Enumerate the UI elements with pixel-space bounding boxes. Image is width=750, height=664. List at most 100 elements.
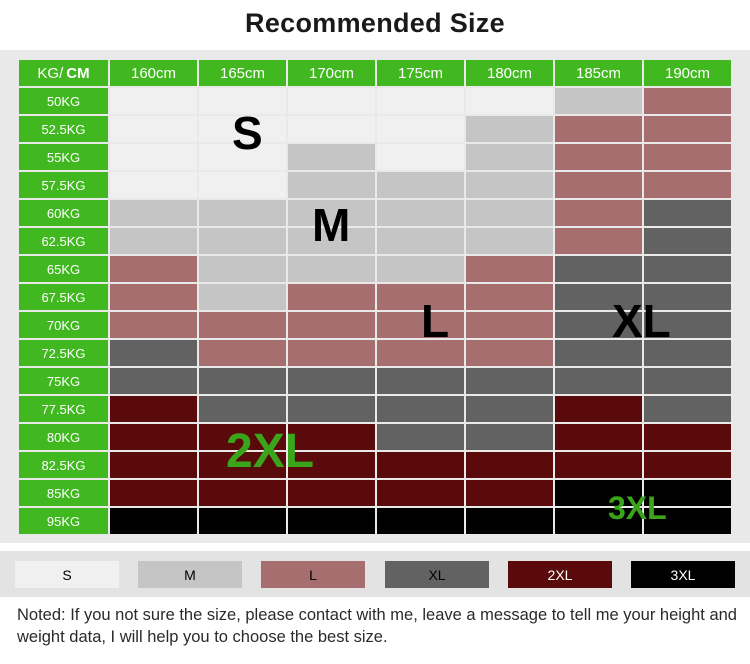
size-cell — [466, 144, 553, 170]
size-cell — [466, 480, 553, 506]
size-cell — [199, 424, 286, 450]
size-cell — [644, 340, 731, 366]
size-cell — [110, 508, 197, 534]
weight-label: 62.5KG — [19, 228, 108, 254]
size-cell — [199, 368, 286, 394]
corner-kg-label: KG — [37, 64, 60, 82]
weight-label: 67.5KG — [19, 284, 108, 310]
size-cell — [555, 144, 642, 170]
weight-label: 70KG — [19, 312, 108, 338]
size-cell — [466, 340, 553, 366]
size-cell — [555, 312, 642, 338]
size-cell — [466, 284, 553, 310]
size-cell — [555, 340, 642, 366]
size-cell — [644, 256, 731, 282]
size-legend: S M L XL 2XL 3XL — [0, 551, 750, 597]
size-cell — [288, 424, 375, 450]
size-cell — [199, 312, 286, 338]
size-cell — [288, 116, 375, 142]
height-header: 175cm — [377, 60, 464, 86]
size-cell — [199, 396, 286, 422]
size-cell — [555, 452, 642, 478]
size-cell — [377, 452, 464, 478]
height-header: 170cm — [288, 60, 375, 86]
size-cell — [377, 88, 464, 114]
size-cell — [377, 312, 464, 338]
size-cell — [377, 480, 464, 506]
size-cell — [644, 424, 731, 450]
size-cell — [288, 340, 375, 366]
legend-l: L — [261, 561, 365, 588]
size-cell — [199, 508, 286, 534]
size-cell — [288, 452, 375, 478]
size-cell — [466, 256, 553, 282]
size-cell — [555, 424, 642, 450]
corner-separator: / — [59, 64, 64, 82]
size-cell — [644, 284, 731, 310]
size-cell — [288, 256, 375, 282]
legend-2xl: 2XL — [508, 561, 612, 588]
size-cell — [555, 200, 642, 226]
size-cell — [110, 200, 197, 226]
weight-label: 95KG — [19, 508, 108, 534]
size-cell — [288, 396, 375, 422]
size-cell — [644, 396, 731, 422]
size-cell — [644, 312, 731, 338]
size-cell — [555, 116, 642, 142]
size-cell — [644, 172, 731, 198]
size-cell — [555, 172, 642, 198]
size-cell — [377, 396, 464, 422]
zone-label-2xl: 2XL — [226, 425, 315, 478]
zone-label-l: L — [421, 295, 450, 347]
size-note: Noted: If you not sure the size, please … — [17, 606, 737, 646]
size-cell — [110, 368, 197, 394]
size-cell — [199, 144, 286, 170]
zone-label-m: M — [312, 199, 351, 251]
size-cell — [377, 368, 464, 394]
size-cell — [555, 508, 642, 534]
size-cell — [110, 284, 197, 310]
size-cell — [377, 256, 464, 282]
size-cell — [110, 116, 197, 142]
weight-label: 50KG — [19, 88, 108, 114]
height-header: 185cm — [555, 60, 642, 86]
size-cell — [110, 312, 197, 338]
weight-label: 77.5KG — [19, 396, 108, 422]
weight-label: 85KG — [19, 480, 108, 506]
size-cell — [199, 480, 286, 506]
weight-label: 65KG — [19, 256, 108, 282]
size-cell — [110, 228, 197, 254]
height-header: 165cm — [199, 60, 286, 86]
size-cell — [110, 396, 197, 422]
size-cell — [644, 480, 731, 506]
page-title: Recommended Size — [245, 8, 505, 38]
weight-label: 52.5KG — [19, 116, 108, 142]
size-cell — [288, 480, 375, 506]
size-cell — [199, 256, 286, 282]
size-cell — [466, 200, 553, 226]
weight-label: 60KG — [19, 200, 108, 226]
size-cell — [199, 200, 286, 226]
weight-label: 75KG — [19, 368, 108, 394]
size-cell — [644, 88, 731, 114]
corner-cm-label: CM — [66, 64, 90, 82]
size-cell — [110, 340, 197, 366]
size-cell — [288, 284, 375, 310]
size-cell — [644, 452, 731, 478]
legend-3xl: 3XL — [631, 561, 735, 588]
size-cell — [288, 228, 375, 254]
weight-label: 55KG — [19, 144, 108, 170]
weight-label: 80KG — [19, 424, 108, 450]
size-cell — [288, 88, 375, 114]
zone-label-s: S — [232, 107, 263, 159]
size-cell — [466, 452, 553, 478]
size-cell — [555, 396, 642, 422]
size-cell — [377, 172, 464, 198]
size-cell — [110, 172, 197, 198]
size-cell — [377, 228, 464, 254]
size-cell — [377, 508, 464, 534]
size-cell — [644, 228, 731, 254]
size-cell — [288, 312, 375, 338]
size-cell — [110, 256, 197, 282]
size-cell — [644, 116, 731, 142]
